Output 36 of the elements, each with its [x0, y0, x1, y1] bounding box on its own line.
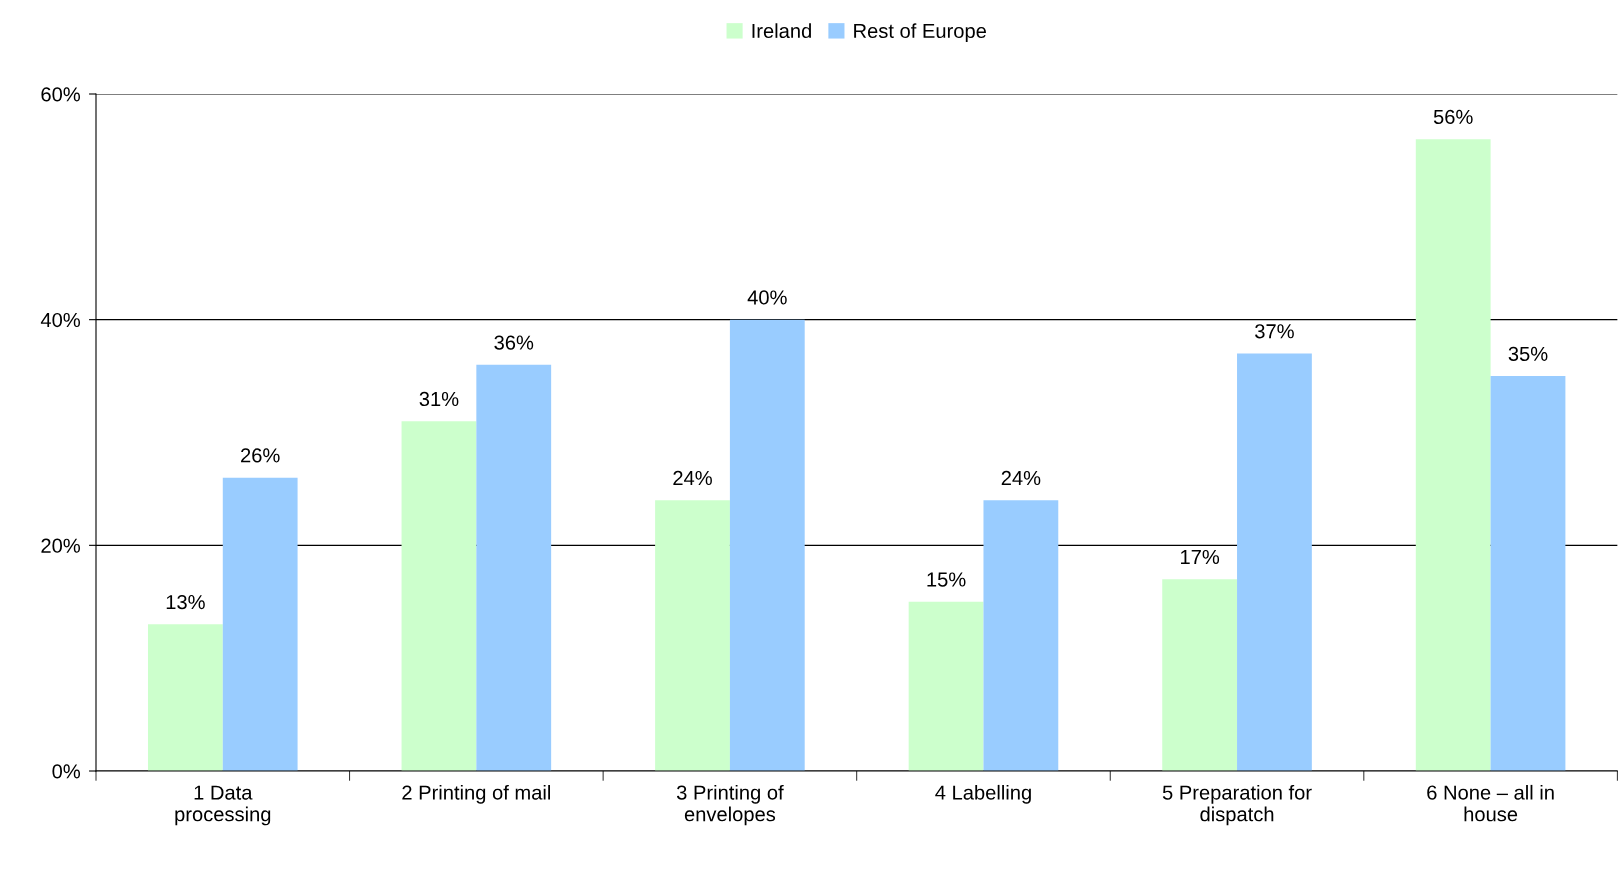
y-tick-label: 0% — [52, 764, 81, 779]
bar — [908, 601, 984, 771]
data-label: 24% — [1001, 470, 1041, 486]
data-label: 13% — [166, 594, 205, 610]
bar — [655, 500, 730, 771]
data-label: 24% — [673, 470, 712, 486]
bar — [1415, 139, 1491, 771]
data-label: 36% — [494, 335, 534, 350]
x-tick-label: 4 Labelling — [935, 784, 1031, 804]
bar — [1237, 353, 1312, 771]
bar — [1490, 376, 1566, 771]
x-tick-label: 3 Printing of envelopes — [676, 784, 784, 826]
bar — [222, 477, 298, 771]
x-tick-label: 1 Data processing — [175, 785, 271, 826]
x-tick-label: 2 Printing of mail — [402, 784, 550, 804]
legend-label: Ireland — [752, 23, 811, 39]
data-label: 31% — [419, 391, 459, 407]
data-label: 26% — [241, 448, 280, 463]
data-label: 15% — [927, 572, 966, 587]
x-tick-label: 5 Preparation for dispatch — [1162, 784, 1312, 826]
bar — [1162, 579, 1238, 771]
bar — [983, 500, 1059, 771]
data-label: 17% — [1181, 549, 1220, 565]
y-tick-label: 20% — [41, 538, 81, 553]
data-label: 40% — [747, 290, 787, 305]
y-tick-label: 60% — [41, 87, 81, 102]
x-tick-label: 6 None – all in house — [1427, 784, 1554, 822]
legend-label: Rest of Europe — [854, 23, 986, 43]
data-label: 37% — [1255, 324, 1294, 339]
bar — [147, 624, 223, 771]
bar — [729, 319, 805, 771]
y-tick-label: 40% — [40, 312, 81, 328]
bar — [476, 364, 552, 771]
bar — [401, 421, 477, 771]
data-label: 56% — [1433, 109, 1473, 125]
data-label: 35% — [1508, 346, 1548, 361]
